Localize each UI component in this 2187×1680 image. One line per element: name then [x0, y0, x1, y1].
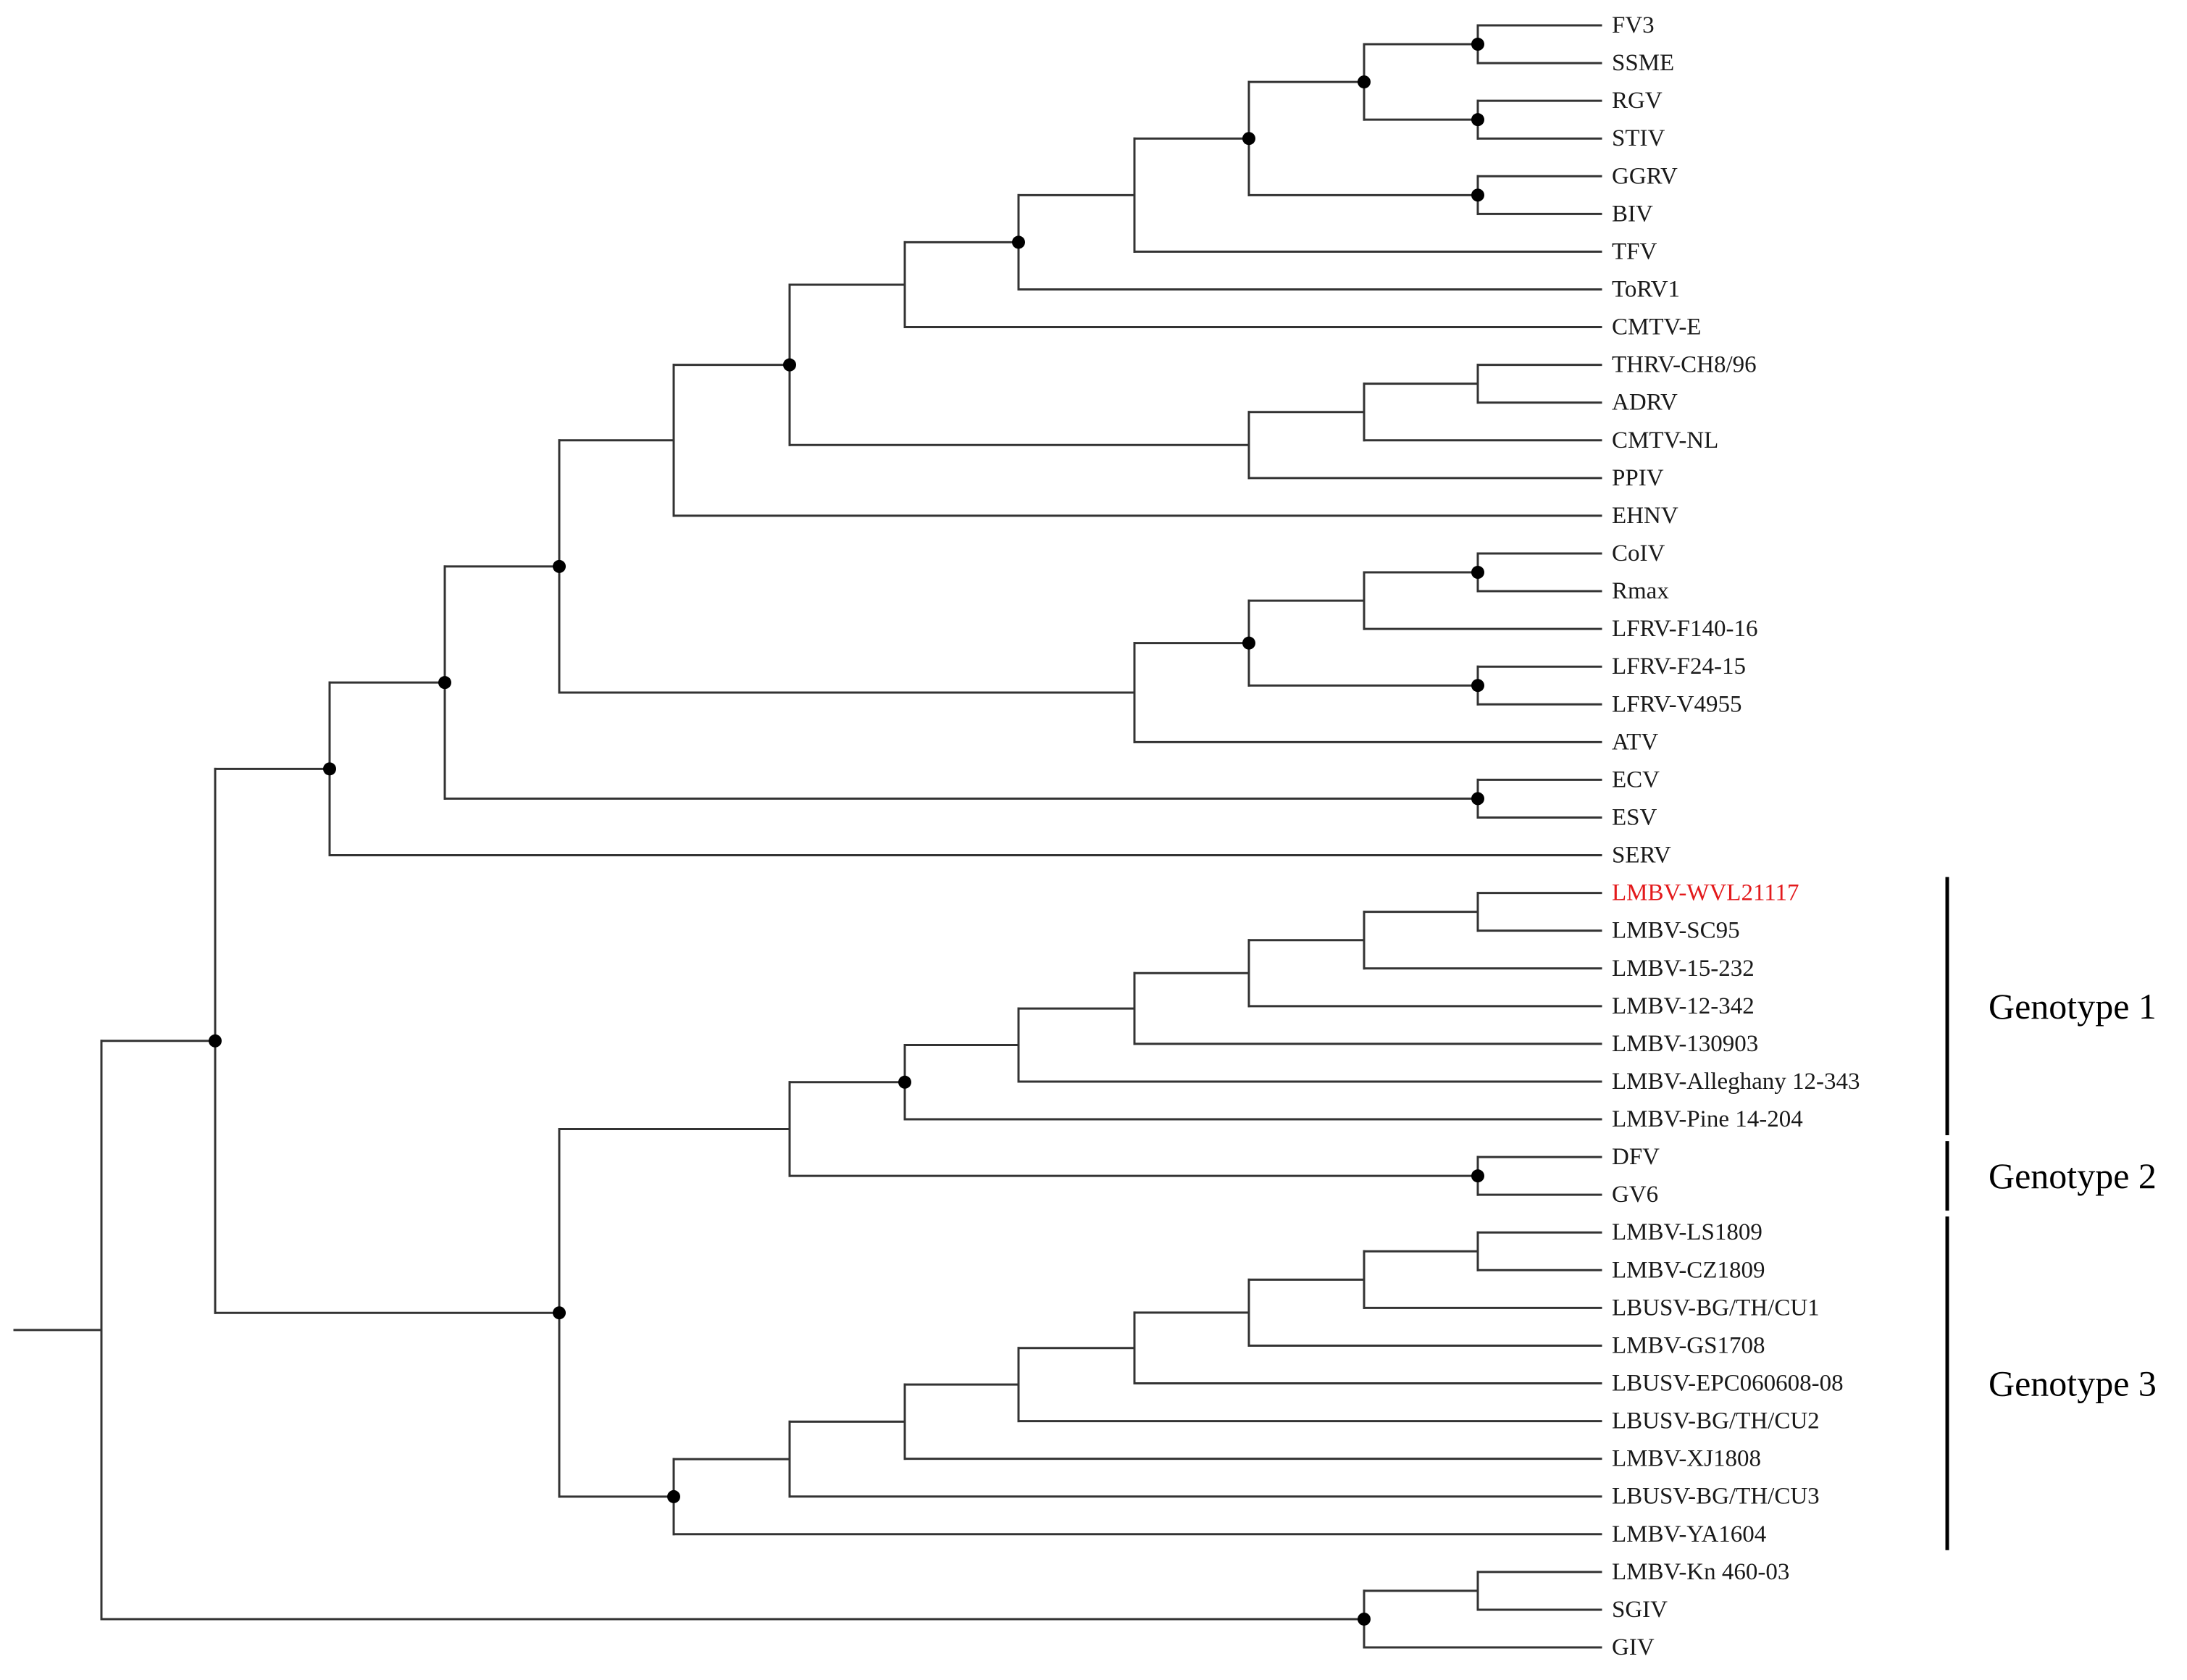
- leaf-label: LFRV-F24-15: [1612, 653, 1746, 680]
- node-marker-n-ggrv-pair: [1471, 188, 1484, 202]
- node-marker-n-outgroup: [1358, 1612, 1371, 1626]
- node-marker-n-g3: [667, 1489, 680, 1503]
- leaf-label: ToRV1: [1612, 276, 1680, 302]
- leaf-label: LFRV-F140-16: [1612, 616, 1758, 642]
- leaf-label: CMTV-E: [1612, 314, 1701, 340]
- node-markers: [209, 38, 1484, 1626]
- node-marker-n-fv3-group: [1012, 235, 1025, 249]
- node-marker-n-fv3-core: [1242, 132, 1255, 146]
- node-marker-n-upper3: [553, 559, 566, 573]
- leaf-label: DFV: [1612, 1144, 1660, 1170]
- leaf-label: GGRV: [1612, 163, 1678, 189]
- leaf-label: STIV: [1612, 125, 1665, 151]
- leaf-label: ESV: [1612, 804, 1657, 830]
- leaf-label: GIV: [1612, 1634, 1655, 1660]
- leaf-label: LMBV-XJ1808: [1612, 1446, 1761, 1472]
- leaf-label: LMBV-12-342: [1612, 993, 1755, 1019]
- node-marker-n-upper2: [438, 676, 451, 690]
- genotype-label-1: Genotype 1: [1989, 986, 2157, 1027]
- leaf-label: Rmax: [1612, 578, 1669, 604]
- node-marker-n-ecv-pair: [1471, 792, 1484, 806]
- leaf-label: LMBV-CZ1809: [1612, 1257, 1765, 1283]
- genotype-label-3: Genotype 3: [1989, 1363, 2157, 1404]
- leaf-label: CoIV: [1612, 540, 1665, 567]
- leaf-labels: FV3 SSME RGV STIV GGRV BIV TFV ToRV1 CMTV-E THRV-…: [1612, 12, 1860, 1660]
- leaf-label: LMBV-YA1604: [1612, 1521, 1766, 1547]
- node-marker-n-upper: [323, 762, 336, 776]
- leaf-label: ADRV: [1612, 390, 1678, 416]
- node-marker-n-rgv-pair: [1471, 113, 1484, 127]
- leaf-label: SERV: [1612, 843, 1671, 869]
- leaf-label: LMBV-Pine 14-204: [1612, 1106, 1803, 1132]
- leaf-label: SGIV: [1612, 1597, 1668, 1623]
- leaf-label: LBUSV-BG/TH/CU2: [1612, 1408, 1820, 1434]
- leaf-label: GV6: [1612, 1182, 1658, 1208]
- leaf-label: LMBV-WVL21117: [1612, 880, 1799, 906]
- leaf-label: LMBV-130903: [1612, 1031, 1758, 1057]
- node-marker-n-coiv-pair: [1471, 566, 1484, 580]
- leaf-label: THRV-CH8/96: [1612, 352, 1757, 378]
- leaf-label: FV3: [1612, 12, 1655, 38]
- leaf-label: LMBV-Alleghany 12-343: [1612, 1069, 1860, 1095]
- leaf-label: LMBV-Kn 460-03: [1612, 1559, 1789, 1585]
- leaf-label: LBUSV-EPC060608-08: [1612, 1371, 1844, 1397]
- node-marker-n-fv3-rgv: [1358, 75, 1371, 89]
- node-marker-n-ranavirus-b: [783, 358, 796, 372]
- leaf-label: LMBV-LS1809: [1612, 1219, 1762, 1245]
- leaf-label: SSME: [1612, 50, 1674, 76]
- leaf-label: LBUSV-BG/TH/CU1: [1612, 1295, 1820, 1321]
- leaf-label: RGV: [1612, 88, 1663, 114]
- node-marker-n-fv3-pair: [1471, 38, 1484, 51]
- node-marker-n-lfrv: [1242, 636, 1255, 650]
- leaf-label: LMBV-15-232: [1612, 956, 1755, 982]
- node-marker-n-main: [209, 1034, 222, 1048]
- leaf-label: PPIV: [1612, 465, 1664, 491]
- leaf-label: LFRV-V4955: [1612, 691, 1742, 717]
- node-marker-n-g1: [898, 1075, 911, 1089]
- node-marker-n-lfrv-pair: [1471, 679, 1484, 693]
- genotype-label-2: Genotype 2: [1989, 1155, 2157, 1196]
- leaf-label: EHNV: [1612, 503, 1678, 529]
- leaf-label: ATV: [1612, 729, 1658, 755]
- tree-branches: [13, 24, 1602, 1649]
- leaf-label: ECV: [1612, 766, 1660, 793]
- leaf-label: TFV: [1612, 238, 1657, 264]
- node-marker-n-lmbv: [553, 1306, 566, 1320]
- leaf-label: BIV: [1612, 201, 1653, 227]
- leaf-label: LMBV-GS1708: [1612, 1332, 1765, 1358]
- leaf-label: LBUSV-BG/TH/CU3: [1612, 1484, 1820, 1510]
- node-marker-n-g2: [1471, 1169, 1484, 1183]
- leaf-label: LMBV-SC95: [1612, 918, 1740, 944]
- genotype-groups: Genotype 1 Genotype 2 Genotype 3: [1945, 877, 2157, 1550]
- leaf-label: CMTV-NL: [1612, 427, 1718, 454]
